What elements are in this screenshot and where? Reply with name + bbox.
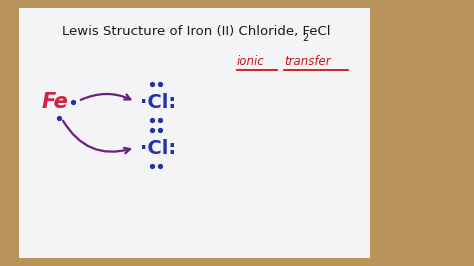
FancyArrowPatch shape bbox=[81, 94, 130, 100]
FancyArrowPatch shape bbox=[63, 121, 130, 153]
Text: Lewis Structure of Iron (II) Chloride, FeCl: Lewis Structure of Iron (II) Chloride, F… bbox=[63, 26, 331, 38]
Text: 2: 2 bbox=[302, 33, 308, 43]
Text: transfer: transfer bbox=[284, 55, 331, 68]
Text: Fe: Fe bbox=[41, 92, 68, 113]
Text: ·Cl:: ·Cl: bbox=[140, 139, 176, 159]
Text: ·Cl:: ·Cl: bbox=[140, 93, 176, 112]
FancyBboxPatch shape bbox=[19, 8, 370, 258]
Text: ionic: ionic bbox=[237, 55, 265, 68]
